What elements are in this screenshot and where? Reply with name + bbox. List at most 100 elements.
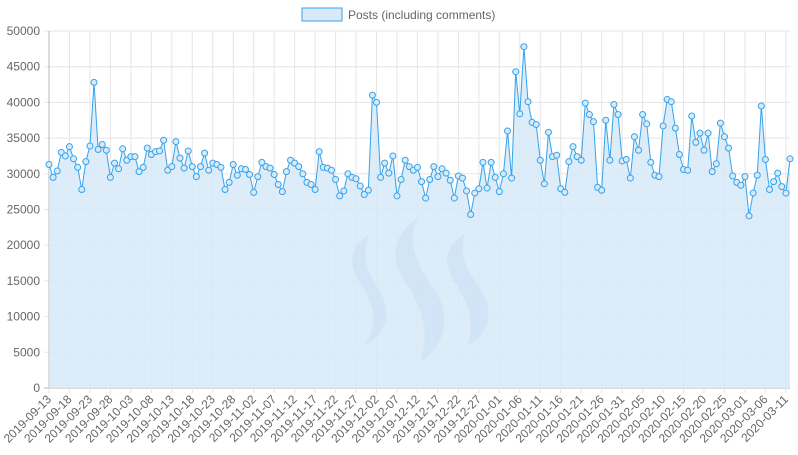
data-point[interactable] xyxy=(753,171,761,179)
data-point[interactable] xyxy=(135,168,143,176)
data-point[interactable] xyxy=(201,149,209,157)
data-point[interactable] xyxy=(704,129,712,137)
data-point[interactable] xyxy=(729,172,737,180)
data-point[interactable] xyxy=(254,173,262,181)
data-point[interactable] xyxy=(401,156,409,164)
data-point[interactable] xyxy=(426,176,434,184)
data-point[interactable] xyxy=(483,184,491,192)
data-point[interactable] xyxy=(463,187,471,195)
data-point[interactable] xyxy=(221,186,229,194)
data-point[interactable] xyxy=(74,163,82,171)
data-point[interactable] xyxy=(389,152,397,160)
data-point[interactable] xyxy=(364,186,372,194)
data-point[interactable] xyxy=(585,111,593,119)
data-point[interactable] xyxy=(61,152,69,160)
data-point[interactable] xyxy=(184,147,192,155)
data-point[interactable] xyxy=(708,168,716,176)
data-point[interactable] xyxy=(139,163,147,171)
data-point[interactable] xyxy=(258,158,266,166)
data-point[interactable] xyxy=(86,142,94,150)
data-point[interactable] xyxy=(516,110,524,118)
data-point[interactable] xyxy=(770,178,778,186)
data-point[interactable] xyxy=(131,153,139,161)
data-point[interactable] xyxy=(671,124,679,132)
data-point[interactable] xyxy=(786,155,794,163)
data-point[interactable] xyxy=(98,141,106,149)
data-point[interactable] xyxy=(176,154,184,162)
data-point[interactable] xyxy=(725,144,733,152)
data-point[interactable] xyxy=(622,156,630,164)
data-point[interactable] xyxy=(413,163,421,171)
data-point[interactable] xyxy=(422,194,430,202)
data-point[interactable] xyxy=(106,173,114,181)
data-point[interactable] xyxy=(749,189,757,197)
data-point[interactable] xyxy=(246,171,254,179)
data-point[interactable] xyxy=(49,173,57,181)
data-point[interactable] xyxy=(458,174,466,182)
data-point[interactable] xyxy=(307,181,315,189)
data-point[interactable] xyxy=(315,148,323,156)
data-point[interactable] xyxy=(45,161,53,169)
data-point[interactable] xyxy=(94,146,102,154)
data-point[interactable] xyxy=(639,111,647,119)
data-point[interactable] xyxy=(659,122,667,130)
data-point[interactable] xyxy=(196,163,204,171)
data-point[interactable] xyxy=(610,101,618,109)
data-point[interactable] xyxy=(168,163,176,171)
data-point[interactable] xyxy=(737,181,745,189)
data-point[interactable] xyxy=(577,156,585,164)
legend-swatch[interactable] xyxy=(301,7,343,22)
data-point[interactable] xyxy=(536,156,544,164)
data-point[interactable] xyxy=(524,98,532,106)
data-point[interactable] xyxy=(78,186,86,194)
data-point[interactable] xyxy=(635,146,643,154)
data-point[interactable] xyxy=(295,163,303,171)
data-point[interactable] xyxy=(70,155,78,163)
data-point[interactable] xyxy=(569,143,577,151)
data-point[interactable] xyxy=(385,169,393,177)
data-point[interactable] xyxy=(311,186,319,194)
data-point[interactable] xyxy=(774,169,782,177)
data-point[interactable] xyxy=(757,102,765,110)
data-point[interactable] xyxy=(217,163,225,171)
data-point[interactable] xyxy=(495,188,503,196)
data-point[interactable] xyxy=(270,171,278,179)
data-point[interactable] xyxy=(647,158,655,166)
data-point[interactable] xyxy=(282,168,290,176)
data-point[interactable] xyxy=(504,127,512,135)
data-point[interactable] xyxy=(487,158,495,166)
data-point[interactable] xyxy=(266,164,274,172)
data-point[interactable] xyxy=(53,167,61,175)
data-point[interactable] xyxy=(143,144,151,152)
data-point[interactable] xyxy=(205,166,213,174)
data-point[interactable] xyxy=(602,116,610,124)
data-point[interactable] xyxy=(589,118,597,126)
data-point[interactable] xyxy=(438,165,446,173)
data-point[interactable] xyxy=(446,176,454,184)
data-point[interactable] xyxy=(696,129,704,137)
data-point[interactable] xyxy=(684,166,692,174)
data-point[interactable] xyxy=(716,119,724,127)
data-point[interactable] xyxy=(520,43,528,51)
data-point[interactable] xyxy=(508,174,516,182)
data-point[interactable] xyxy=(712,160,720,168)
data-point[interactable] xyxy=(467,211,475,218)
data-point[interactable] xyxy=(700,146,708,154)
data-point[interactable] xyxy=(598,186,606,194)
data-point[interactable] xyxy=(471,189,479,197)
data-point[interactable] xyxy=(766,186,774,194)
data-point[interactable] xyxy=(532,121,540,129)
data-point[interactable] xyxy=(565,158,573,166)
data-point[interactable] xyxy=(512,68,520,76)
data-point[interactable] xyxy=(397,176,405,184)
data-point[interactable] xyxy=(491,173,499,181)
data-point[interactable] xyxy=(242,166,250,174)
data-point[interactable] xyxy=(336,192,344,200)
data-point[interactable] xyxy=(332,176,340,184)
data-point[interactable] xyxy=(499,170,507,178)
data-point[interactable] xyxy=(553,151,561,159)
data-point[interactable] xyxy=(561,188,569,196)
data-point[interactable] xyxy=(745,212,753,220)
data-point[interactable] xyxy=(111,159,118,167)
data-point[interactable] xyxy=(630,133,638,141)
